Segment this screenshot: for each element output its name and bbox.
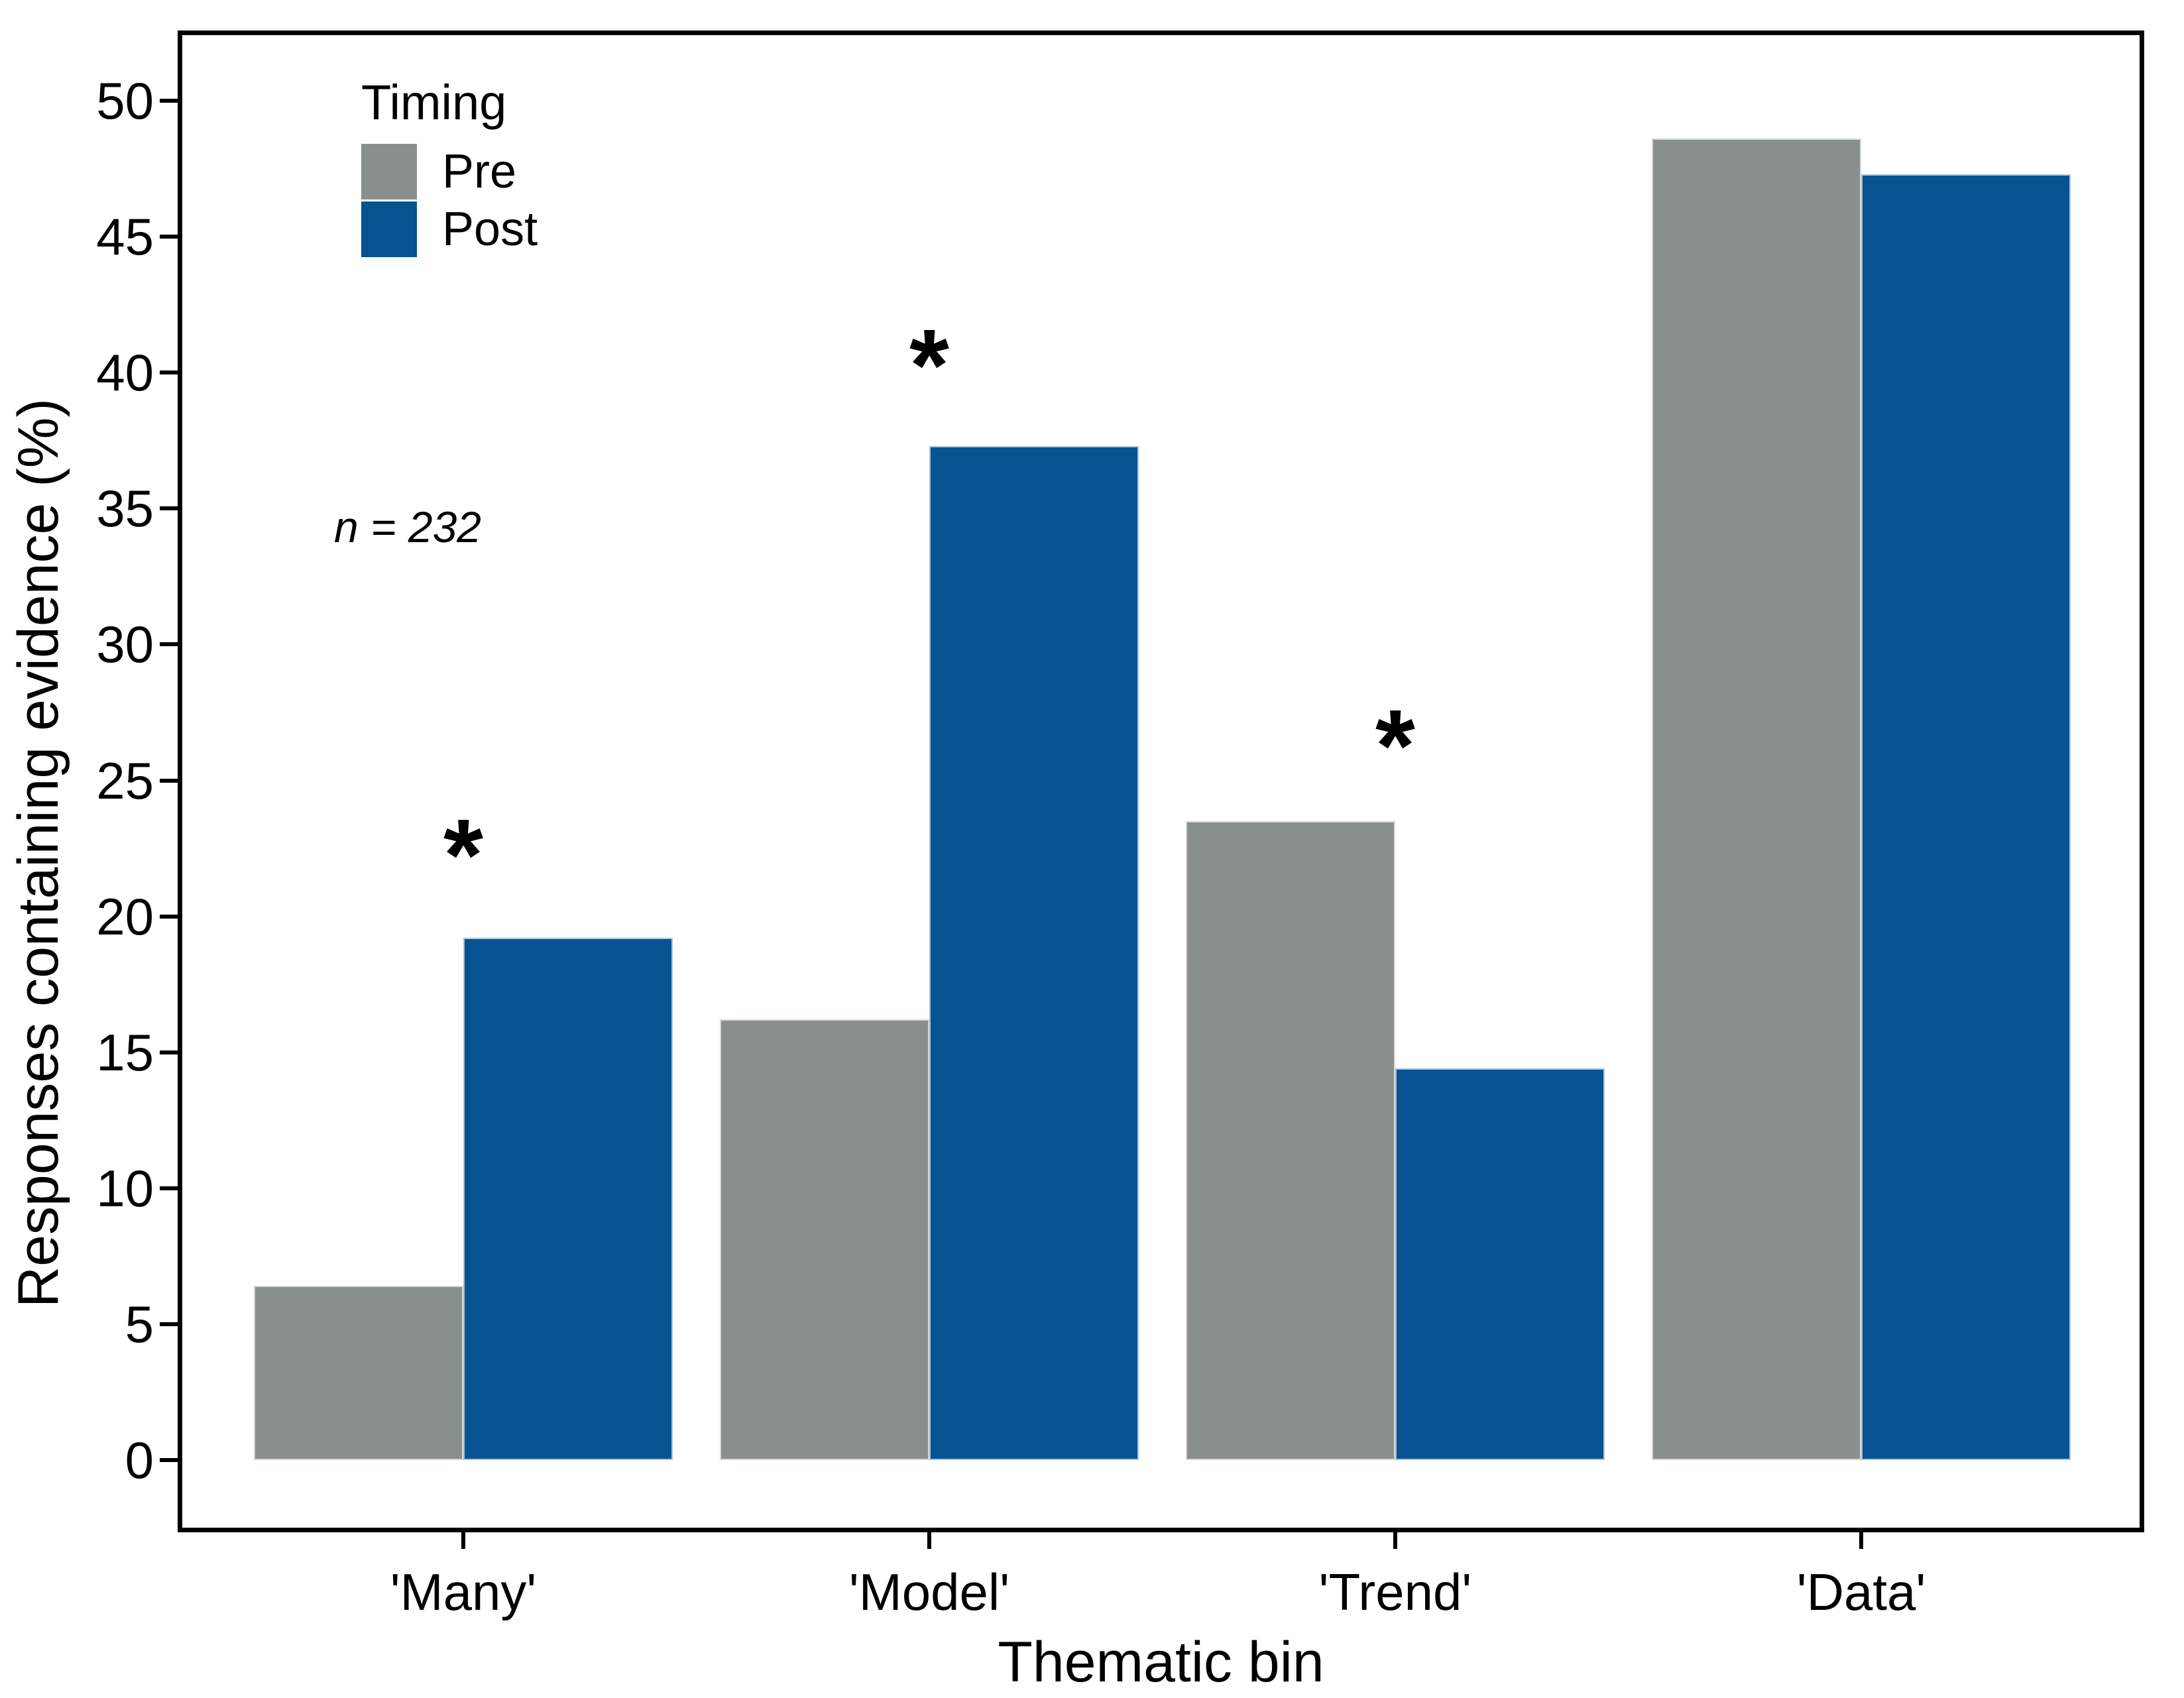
x-tick-label-many: 'Many' (390, 1563, 537, 1621)
y-tick-5 (160, 1322, 178, 1326)
x-tick-trend (1393, 1530, 1397, 1549)
y-tick-30 (160, 642, 178, 647)
y-tick-35 (160, 506, 178, 511)
y-tick-label-10: 10 (96, 1159, 154, 1217)
y-tick-label-45: 45 (96, 207, 154, 266)
y-tick-15 (160, 1050, 178, 1054)
y-tick-label-25: 25 (96, 751, 154, 810)
x-tick-data (1859, 1530, 1863, 1549)
legend-swatch-post (361, 201, 417, 257)
y-tick-label-15: 15 (96, 1023, 154, 1082)
y-tick-45 (160, 235, 178, 239)
legend-label-post: Post (442, 203, 538, 256)
bar-pre-trend (1186, 821, 1395, 1460)
significance-asterisk-model: * (909, 308, 949, 423)
legend-title: Timing (361, 75, 507, 130)
y-tick-40 (160, 370, 178, 375)
bar-post-data (1861, 174, 2071, 1460)
y-tick-label-0: 0 (125, 1431, 154, 1489)
legend-item-post: Post (361, 201, 538, 257)
legend: Timing Pre Post (361, 76, 538, 259)
significance-asterisk-trend: * (1375, 689, 1415, 803)
bar-post-model (929, 445, 1139, 1460)
x-tick-label-model: 'Model' (848, 1563, 1010, 1621)
y-tick-label-20: 20 (96, 887, 154, 946)
x-tick-label-data: 'Data' (1796, 1563, 1926, 1621)
bar-pre-model (720, 1019, 929, 1460)
bar-pre-many (254, 1286, 463, 1460)
bar-pre-data (1652, 139, 1861, 1460)
y-tick-0 (160, 1458, 178, 1462)
y-tick-label-40: 40 (96, 343, 154, 402)
y-tick-label-5: 5 (125, 1294, 154, 1353)
y-tick-label-30: 30 (96, 615, 154, 674)
y-tick-label-35: 35 (96, 479, 154, 538)
legend-item-pre: Pre (361, 144, 538, 199)
y-tick-label-50: 50 (96, 72, 154, 130)
legend-swatch-pre (361, 144, 417, 199)
x-axis-title: Thematic bin (998, 1630, 1324, 1694)
y-tick-20 (160, 914, 178, 919)
bar-post-many (463, 938, 673, 1460)
x-tick-model (927, 1530, 931, 1549)
y-tick-50 (160, 99, 178, 103)
sample-size-annotation: n = 232 (333, 502, 482, 551)
y-axis-title: Responses containing evidence (%) (7, 398, 70, 1308)
x-tick-many (461, 1530, 465, 1549)
significance-asterisk-many: * (443, 797, 483, 912)
x-tick-label-trend: 'Trend' (1318, 1563, 1472, 1621)
y-tick-10 (160, 1186, 178, 1190)
plot-panel: * * * Timing Pre Post n = 232 (178, 30, 2144, 1532)
bar-post-trend (1395, 1068, 1605, 1460)
legend-label-pre: Pre (442, 145, 517, 198)
y-tick-25 (160, 778, 178, 783)
